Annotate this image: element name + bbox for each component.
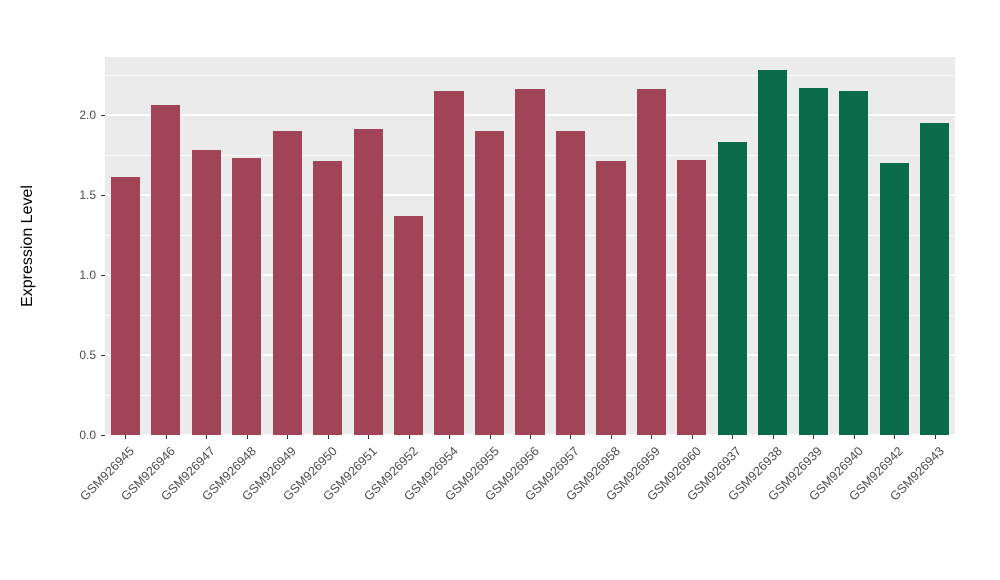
bar xyxy=(839,91,869,435)
bar xyxy=(394,215,424,435)
x-tick-mark xyxy=(287,435,289,439)
y-tick-label: 1.0 xyxy=(79,268,96,282)
x-tick-mark xyxy=(408,435,410,439)
y-tick-label: 2.0 xyxy=(79,108,96,122)
x-tick-mark xyxy=(125,435,127,439)
x-tick-mark xyxy=(691,435,693,439)
bar xyxy=(596,161,626,435)
x-tick-mark xyxy=(732,435,734,439)
bar xyxy=(434,91,464,435)
x-tick-mark xyxy=(489,435,491,439)
bar xyxy=(515,89,545,435)
bar xyxy=(232,158,262,435)
x-tick-mark xyxy=(570,435,572,439)
bar xyxy=(677,159,707,435)
y-tick-mark xyxy=(101,195,105,196)
y-tick-mark xyxy=(101,115,105,116)
bar xyxy=(879,163,909,435)
x-tick-mark xyxy=(610,435,612,439)
x-tick-mark xyxy=(894,435,896,439)
x-tick-mark xyxy=(934,435,936,439)
y-tick-mark xyxy=(101,435,105,436)
bar xyxy=(798,87,828,435)
y-axis-title-text: Expression Level xyxy=(19,185,36,307)
bar xyxy=(151,105,181,435)
x-tick-mark xyxy=(246,435,248,439)
bar xyxy=(110,177,140,435)
y-tick-label: 0.5 xyxy=(79,348,96,362)
bar xyxy=(758,70,788,435)
gridline-minor xyxy=(105,74,955,76)
x-tick-mark xyxy=(813,435,815,439)
x-tick-mark xyxy=(449,435,451,439)
bar xyxy=(920,123,950,435)
x-tick-mark xyxy=(165,435,167,439)
x-tick-mark xyxy=(530,435,531,439)
bar xyxy=(717,142,747,435)
y-tick-mark xyxy=(101,355,105,356)
bar xyxy=(313,161,343,435)
x-tick-mark xyxy=(327,435,329,439)
bar xyxy=(272,131,302,435)
bar xyxy=(191,150,221,435)
y-tick-label: 0.0 xyxy=(79,428,96,442)
x-tick-mark xyxy=(368,435,370,439)
y-tick-mark xyxy=(101,275,105,276)
bar xyxy=(636,89,666,435)
y-tick-label: 1.5 xyxy=(79,188,96,202)
x-tick-mark xyxy=(206,435,208,439)
x-tick-mark xyxy=(651,435,653,439)
bar xyxy=(353,129,383,435)
plot-panel xyxy=(105,57,955,436)
bar xyxy=(555,131,586,435)
x-tick-mark xyxy=(853,435,855,439)
bar xyxy=(474,131,505,435)
x-tick-mark xyxy=(772,435,774,439)
